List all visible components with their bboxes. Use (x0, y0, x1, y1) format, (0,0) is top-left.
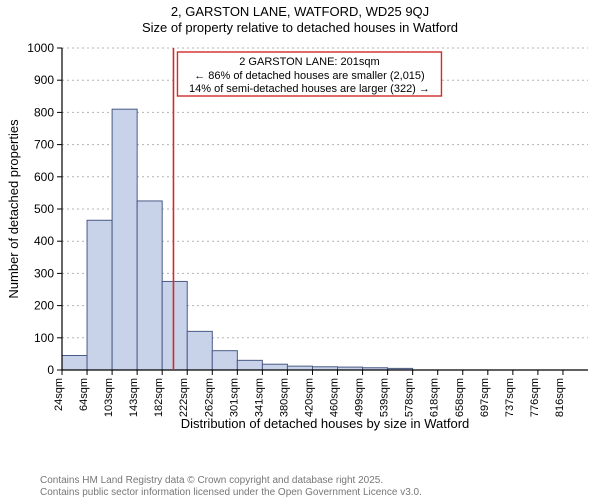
callout-line-2: ← 86% of detached houses are smaller (2,… (194, 70, 425, 82)
svg-text:460sqm: 460sqm (329, 378, 341, 417)
histogram-svg: 0 100 200 300 400 500 600 700 800 900 1000 24sqm 64s… (0, 38, 600, 458)
histogram-bar (87, 220, 112, 370)
svg-text:578sqm: 578sqm (404, 378, 416, 417)
svg-text:900: 900 (34, 73, 54, 87)
svg-text:500: 500 (34, 202, 54, 216)
svg-text:64sqm: 64sqm (78, 378, 90, 411)
x-axis-label: Distribution of detached houses by size … (181, 416, 470, 431)
svg-text:100: 100 (34, 331, 54, 345)
svg-text:737sqm: 737sqm (504, 378, 516, 417)
svg-text:300: 300 (34, 266, 54, 280)
svg-text:800: 800 (34, 105, 54, 119)
svg-text:600: 600 (34, 170, 54, 184)
footer-attribution: Contains HM Land Registry data © Crown c… (40, 475, 422, 498)
footer-line-1: Contains HM Land Registry data © Crown c… (40, 475, 422, 487)
svg-text:816sqm: 816sqm (554, 378, 566, 417)
svg-text:420sqm: 420sqm (303, 378, 315, 417)
svg-text:697sqm: 697sqm (479, 378, 491, 417)
histogram-bar (237, 360, 262, 370)
svg-text:341sqm: 341sqm (253, 378, 265, 417)
svg-text:143sqm: 143sqm (128, 378, 140, 417)
callout-line-1: 2 GARSTON LANE: 201sqm (239, 56, 379, 68)
svg-text:103sqm: 103sqm (103, 378, 115, 417)
chart-area: 0 100 200 300 400 500 600 700 800 900 1000 24sqm 64s… (0, 38, 600, 458)
histogram-bar (262, 364, 287, 370)
callout-line-3: 14% of semi-detached houses are larger (… (189, 83, 430, 95)
svg-text:200: 200 (34, 299, 54, 313)
title-line-2: Size of property relative to detached ho… (0, 20, 600, 36)
y-axis-label: Number of detached properties (6, 119, 21, 299)
svg-text:618sqm: 618sqm (429, 378, 441, 417)
histogram-bar (112, 109, 137, 370)
histogram-bar (187, 331, 212, 370)
svg-text:539sqm: 539sqm (379, 378, 391, 417)
footer-line-2: Contains public sector information licen… (40, 487, 422, 499)
svg-text:1000: 1000 (27, 41, 54, 55)
svg-text:499sqm: 499sqm (354, 378, 366, 417)
svg-text:182sqm: 182sqm (153, 378, 165, 417)
svg-text:222sqm: 222sqm (178, 378, 190, 417)
histogram-bar (137, 201, 162, 370)
histogram-bar (212, 351, 237, 370)
chart-title-block: 2, GARSTON LANE, WATFORD, WD25 9QJ Size … (0, 0, 600, 37)
svg-text:658sqm: 658sqm (454, 378, 466, 417)
svg-text:301sqm: 301sqm (228, 378, 240, 417)
svg-text:262sqm: 262sqm (203, 378, 215, 417)
svg-text:400: 400 (34, 234, 54, 248)
svg-text:24sqm: 24sqm (53, 378, 65, 411)
svg-text:776sqm: 776sqm (529, 378, 541, 417)
svg-text:380sqm: 380sqm (278, 378, 290, 417)
title-line-1: 2, GARSTON LANE, WATFORD, WD25 9QJ (0, 4, 600, 20)
svg-text:700: 700 (34, 138, 54, 152)
histogram-bar (162, 281, 187, 370)
svg-text:0: 0 (47, 363, 54, 377)
histogram-bar (62, 356, 87, 370)
